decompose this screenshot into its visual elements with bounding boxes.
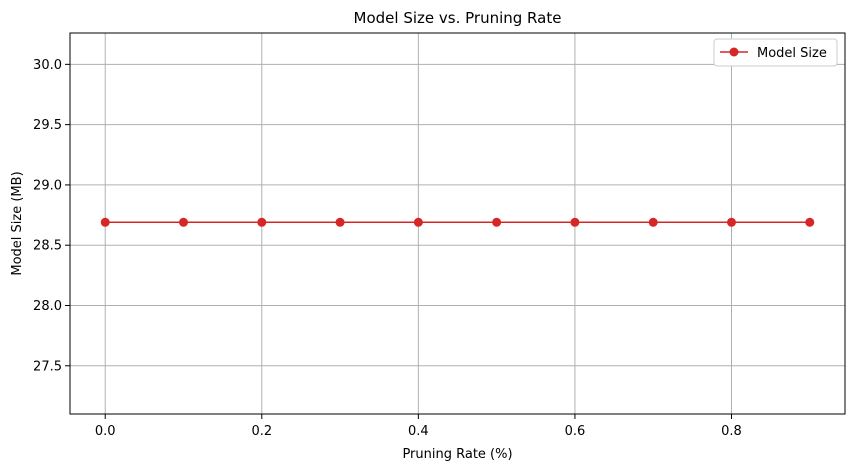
y-tick-label: 28.0 (33, 299, 62, 314)
axes-frame (69, 32, 846, 415)
legend: Model Size (713, 38, 838, 67)
data-point (570, 217, 580, 227)
legend-box (713, 38, 838, 67)
chart-title: Model Size vs. Pruning Rate (354, 9, 562, 27)
data-point (726, 217, 736, 227)
data-point (100, 217, 110, 227)
legend-marker (729, 47, 739, 57)
y-tick-label: 28.5 (33, 239, 62, 254)
data-point (257, 217, 267, 227)
data-point (805, 217, 815, 227)
x-tick-label: 0.6 (565, 424, 586, 439)
data-point (648, 217, 658, 227)
x-tick-label: 0.0 (95, 424, 116, 439)
y-tick-label: 29.0 (33, 178, 62, 193)
y-tick-label: 30.0 (33, 58, 62, 73)
legend-label: Model Size (757, 46, 827, 61)
y-tick-label: 27.5 (33, 359, 62, 374)
x-tick-label: 0.4 (408, 424, 429, 439)
ticks: 0.0 0.2 0.4 0.6 0.8 27.5 28.0 28.5 29.0 29.5 30.0 (33, 58, 742, 439)
x-tick-label: 0.2 (251, 424, 272, 439)
x-axis-label: Pruning Rate (%) (402, 447, 512, 462)
data-point (335, 217, 345, 227)
y-axis-label: Model Size (MB) (10, 171, 25, 275)
y-tick-label: 29.5 (33, 118, 62, 133)
data-point (179, 217, 189, 227)
data-point (492, 217, 502, 227)
data-point (413, 217, 423, 227)
x-tick-label: 0.8 (721, 424, 742, 439)
plot-data (100, 217, 815, 227)
